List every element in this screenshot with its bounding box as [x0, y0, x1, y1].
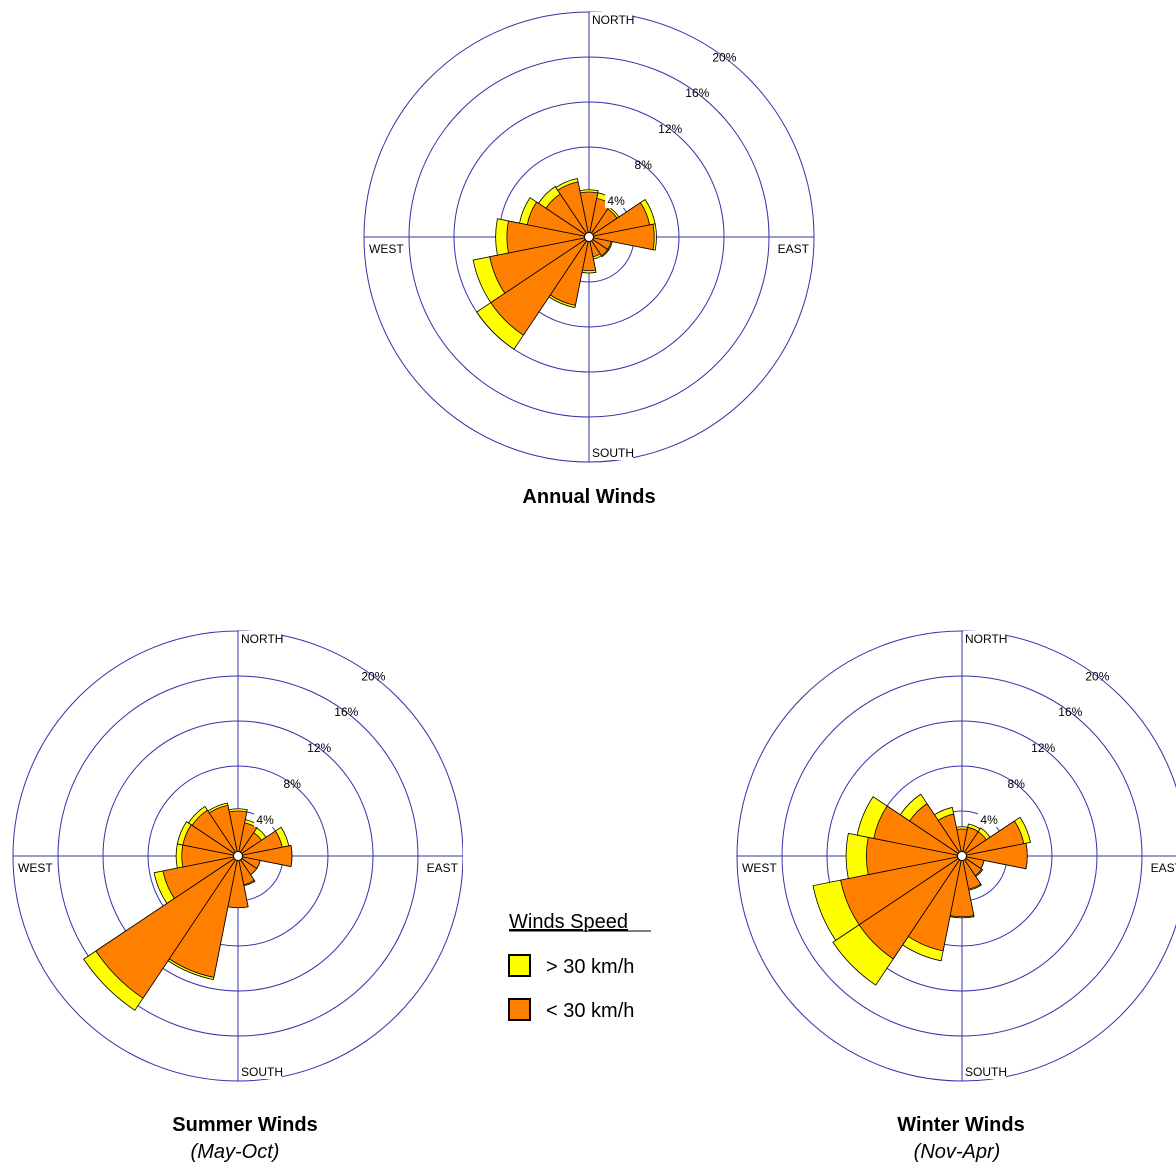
legend: Winds Speed > 30 km/h < 30 km/h [508, 911, 651, 1022]
axis-label-north-backing [963, 631, 1006, 646]
chart-annual: 4% 8% 12% 16% 20% NORTH SOUTH WEST EAST [363, 11, 815, 463]
chart-title-winter: Winter Winds [897, 1114, 1024, 1136]
legend-label-low: < 30 km/h [546, 1000, 634, 1022]
wedge-low-w [506, 220, 590, 254]
ring-label: 8% [635, 158, 653, 172]
ring-label: 12% [307, 741, 331, 755]
ring-label: 12% [1031, 741, 1055, 755]
axis-label-south: SOUTH [241, 1065, 283, 1079]
ring-label: 8% [284, 777, 302, 791]
ring-label: 4% [256, 813, 274, 827]
axis-label-east: EAST [778, 242, 810, 256]
chart-subtitle-summer: (May-Oct) [191, 1141, 280, 1163]
wedge-low-nne [237, 822, 258, 857]
ring-label: 16% [334, 705, 358, 719]
ring-label: 20% [1085, 669, 1109, 683]
axis-label-east-backing [775, 241, 811, 256]
ring-label-backing [605, 194, 628, 209]
center-hub [957, 851, 967, 861]
center-hub [584, 232, 594, 242]
wedge-low-e [237, 844, 293, 868]
chart-subtitle-winter: (Nov-Apr) [914, 1141, 1001, 1163]
axis-label-south: SOUTH [592, 446, 634, 460]
wedge-low-nw [191, 809, 239, 857]
wedge-low-e [961, 842, 1028, 870]
axis-label-east: EAST [427, 861, 459, 875]
wedge-low-sw [95, 855, 239, 999]
axis-label-north-backing [239, 631, 282, 646]
wedge-low-wsw [162, 855, 239, 900]
axis-label-north: NORTH [965, 632, 1007, 646]
axis-label-north-backing [590, 12, 633, 27]
wedge-low-e [588, 223, 655, 251]
wedge-low-nnw [208, 804, 239, 857]
ring-label: 20% [712, 50, 736, 64]
wedge-low-wnw [873, 805, 963, 857]
axis-label-west-backing [367, 241, 403, 256]
ring-label: 12% [658, 122, 682, 136]
ring-label: 4% [607, 194, 625, 208]
wedge-low-wnw [182, 824, 239, 857]
axis-label-south-backing [590, 445, 633, 460]
chart-title-annual: Annual Winds [522, 486, 655, 508]
wind-wedges [83, 802, 293, 1011]
axis-label-south: SOUTH [965, 1065, 1007, 1079]
legend-label-high: > 30 km/h [546, 956, 634, 978]
wedge-low-w [866, 836, 963, 876]
wedge-low-nnw [937, 813, 963, 857]
axis-label-south-backing [239, 1064, 282, 1079]
axis-label-west-backing [16, 860, 52, 875]
chart-title-summer: Summer Winds [172, 1114, 317, 1136]
wedge-low-sw [490, 236, 590, 336]
chart-summer: 4% 8% 12% 16% 20% NORTH SOUTH WEST EAST [12, 630, 463, 1082]
axis-label-north: NORTH [241, 632, 283, 646]
wedge-low-nnw [557, 181, 590, 238]
wind-wedges [812, 793, 1031, 986]
wedge-low-wsw [489, 236, 590, 294]
ring-label: 20% [361, 669, 385, 683]
wedge-low-wnw [526, 201, 590, 238]
axis-label-south-backing [963, 1064, 1006, 1079]
ring-label-backing [254, 813, 277, 828]
wedge-low-nw [909, 803, 963, 857]
axis-label-west: WEST [369, 242, 404, 256]
axis-label-west: WEST [742, 861, 777, 875]
wedge-low-se [588, 236, 609, 257]
chart-winter: 4% 8% 12% 16% 20% NORTH SOUTH WEST EAST [736, 630, 1176, 1082]
center-hub [233, 851, 243, 861]
legend-title: Winds Speed [509, 911, 628, 933]
legend-swatch-high [508, 954, 531, 977]
axis-label-east-backing [424, 860, 460, 875]
ring-label: 8% [1008, 777, 1026, 791]
axis-label-east: EAST [1151, 861, 1176, 875]
axis-label-north: NORTH [592, 13, 634, 27]
axis-label-west: WEST [18, 861, 53, 875]
ring-label: 16% [1058, 705, 1082, 719]
ring-label: 16% [685, 86, 709, 100]
legend-swatch-low [508, 998, 531, 1021]
axis-label-east-backing [1148, 860, 1176, 875]
ring-label-backing [978, 813, 1001, 828]
ring-label: 4% [980, 813, 998, 827]
axis-label-west-backing [740, 860, 776, 875]
wedge-low-wsw [840, 855, 963, 926]
